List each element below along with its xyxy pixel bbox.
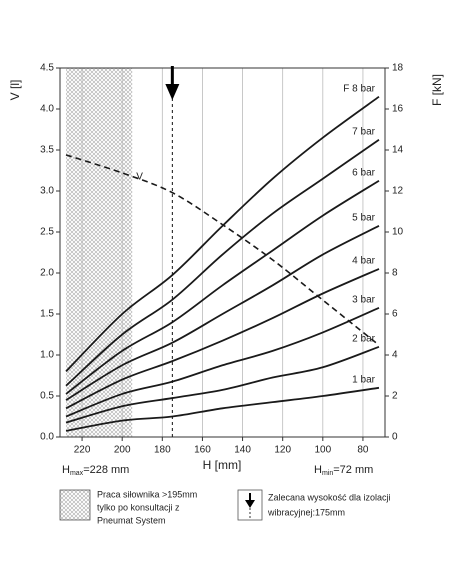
series-line bbox=[65, 225, 380, 401]
y-axis-title: V [l] bbox=[8, 80, 22, 101]
x-tick-label: 100 bbox=[314, 445, 331, 456]
legend-hatch bbox=[59, 489, 91, 521]
recommended-arrow-head bbox=[165, 84, 180, 100]
series-label: 4 bar bbox=[352, 256, 375, 267]
series-line bbox=[65, 268, 380, 410]
x-tick-label: 120 bbox=[274, 445, 291, 456]
series-label: 7 bar bbox=[352, 126, 375, 137]
series-label: 6 bar bbox=[352, 167, 375, 178]
x-tick-label: 160 bbox=[194, 445, 211, 456]
series-line bbox=[65, 307, 380, 418]
y2-tick-label: 2 bbox=[392, 391, 398, 402]
series-label: 3 bar bbox=[352, 294, 375, 305]
x-tick-label: 80 bbox=[357, 445, 369, 456]
legend-arrow bbox=[237, 489, 263, 521]
series-line bbox=[65, 154, 380, 346]
series-line bbox=[65, 345, 380, 424]
y-tick-label: 2.0 bbox=[40, 268, 54, 279]
legend-text: wibracyjnej:175mm bbox=[267, 507, 345, 517]
series-label: 2 bar bbox=[352, 333, 375, 344]
x-axis-title: H [mm] bbox=[203, 458, 242, 472]
y-tick-label: 0.5 bbox=[40, 391, 54, 402]
h-min-label: Hmin=72 mm bbox=[314, 464, 373, 477]
h-max-label: Hmax=228 mm bbox=[62, 464, 129, 477]
legend-text: Pneumat System bbox=[97, 515, 166, 525]
series-line bbox=[65, 386, 380, 432]
y-tick-label: 2.5 bbox=[40, 227, 54, 238]
y-tick-label: 1.0 bbox=[40, 350, 54, 361]
y2-tick-label: 6 bbox=[392, 309, 398, 320]
series-label: 5 bar bbox=[352, 212, 375, 223]
y2-tick-label: 10 bbox=[392, 227, 404, 238]
series-line bbox=[65, 179, 380, 395]
y2-tick-label: 4 bbox=[392, 350, 398, 361]
series-line bbox=[65, 139, 380, 387]
series-label: V bbox=[136, 172, 143, 183]
plot-frame bbox=[59, 67, 386, 438]
y2-tick-label: 18 bbox=[392, 63, 404, 74]
series-label: 1 bar bbox=[352, 374, 375, 385]
y-tick-label: 3.0 bbox=[40, 186, 54, 197]
y2-tick-label: 12 bbox=[392, 186, 404, 197]
y-tick-label: 4.0 bbox=[40, 104, 54, 115]
y-tick-label: 1.5 bbox=[40, 309, 54, 320]
legend-text: tylko po konsultacji z bbox=[97, 502, 180, 512]
y-tick-label: 4.5 bbox=[40, 63, 54, 74]
y-tick-label: 3.5 bbox=[40, 145, 54, 156]
y2-tick-label: 14 bbox=[392, 145, 404, 156]
legend-text: Zalecana wysokość dla izolacji bbox=[268, 492, 391, 502]
x-tick-label: 200 bbox=[114, 445, 131, 456]
x-tick-label: 220 bbox=[74, 445, 91, 456]
y-tick-label: 0.0 bbox=[40, 432, 54, 443]
y2-tick-label: 0 bbox=[392, 432, 398, 443]
y2-axis-title: F [kN] bbox=[430, 74, 444, 106]
y2-tick-label: 16 bbox=[392, 104, 404, 115]
series-line bbox=[65, 95, 380, 373]
series-label: F 8 bar bbox=[343, 83, 375, 94]
x-tick-label: 140 bbox=[234, 445, 251, 456]
x-tick-label: 180 bbox=[154, 445, 171, 456]
y2-tick-label: 8 bbox=[392, 268, 398, 279]
legend-text: Praca siłownika >195mm bbox=[97, 489, 197, 499]
